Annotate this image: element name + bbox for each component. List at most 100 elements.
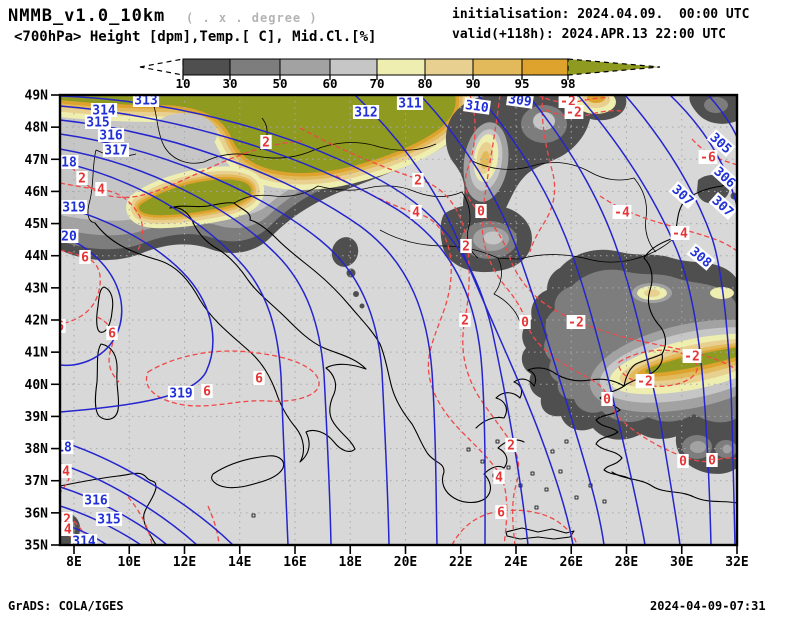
lat-axis-label: 43N [25,281,49,296]
svg-text:6: 6 [108,327,116,342]
svg-text:6: 6 [203,385,211,400]
lon-axis-label: 10E [118,555,141,570]
colorbar-tick-label: 30 [222,76,237,91]
valid-time: valid(+118h): 2024.APR.13 22:00 UTC [452,27,726,42]
colorbar-segment [472,58,523,76]
creation-timestamp: 2024-04-09-07:31 [650,599,766,613]
svg-text:317: 317 [104,144,127,159]
contour-label: 18 [60,440,74,456]
contour-label: 0 [706,453,718,469]
svg-text:-6: -6 [700,151,716,166]
lon-axis-label: 22E [449,555,472,570]
svg-text:2: 2 [461,314,469,329]
lon-axis-label: 26E [560,555,583,570]
axis-ticks-and-labels: 49N 48N 47N 46N 45N 44N 43N 42N 41N 40N 39N 38N 37N 3… [25,89,749,571]
colorbar-right-arrow [567,58,661,76]
contour-label: 0 [519,315,531,331]
island-sicily [211,455,285,489]
svg-text:309: 309 [507,92,532,110]
lon-axis-label: 24E [504,555,527,570]
init-time: initialisation: 2024.04.09. 00:00 UTC [452,7,750,22]
contour-label: 317 [102,143,130,159]
svg-text:-2: -2 [566,106,582,121]
svg-text:2: 2 [507,439,515,454]
contour-label: 312 [352,105,380,121]
svg-text:2: 2 [262,136,270,151]
svg-text:6: 6 [497,506,505,521]
contour-label: 2 [459,313,471,329]
contour-label: -4 [612,205,632,221]
island-sardinia [94,343,120,420]
contour-label: 2 [505,438,517,454]
coast-north-aegean [475,367,625,429]
svg-text:4: 4 [62,465,70,480]
svg-text:-4: -4 [614,206,630,221]
svg-text:0: 0 [679,455,687,470]
coast-tunisia [60,472,157,545]
svg-text:4: 4 [97,183,105,198]
contour-label: 311 [396,96,424,112]
svg-text:2: 2 [462,240,470,255]
country-borders [87,95,675,518]
contour-label: 20 [60,229,79,245]
coast-venice-trieste [169,202,235,209]
island-corsica [96,286,114,333]
svg-text:316: 316 [84,494,108,509]
lat-axis-label: 39N [25,410,49,425]
lat-axis-label: 40N [25,378,49,393]
svg-text:-2: -2 [637,375,653,390]
svg-text:-2: -2 [684,350,700,365]
coast-italy [94,206,367,463]
colorbar-tick-label: 10 [175,76,190,91]
svg-text:18: 18 [61,156,77,171]
colorbar-segment [182,58,231,76]
contour-label: 6 [495,505,507,521]
colorbar-segment [376,58,426,76]
contour-label: -6 [698,150,718,166]
svg-text:315: 315 [97,513,120,528]
svg-text:-4: -4 [672,227,688,242]
colorbar-tick-label: 98 [560,76,575,91]
svg-text:3,4: 3,4 [48,523,72,538]
colorbar-tick-label: 90 [465,76,480,91]
contour-label: 4 [95,182,107,198]
svg-text:315: 315 [86,116,109,131]
colorbar-segment [424,58,474,76]
svg-text:0: 0 [708,454,716,469]
svg-text:6: 6 [255,372,263,387]
contour-label: 313 [132,95,160,109]
contour-label: -2 [564,105,584,121]
colorbar-segment [329,58,378,76]
model-title: NMMB_v1.0_10km [8,6,166,26]
lat-axis-label: 35N [25,539,49,554]
colorbar-tick-label: 95 [514,76,529,91]
contour-label: 6 [79,250,91,266]
contour-label: 319 [167,386,195,402]
contour-label: 2 [76,171,88,187]
lat-axis-label: 48N [25,121,49,136]
lat-axis-label: 41N [25,346,49,361]
colorbar-tick-label: 50 [272,76,287,91]
contour-label: -2 [566,315,586,331]
coast-dalmatia-albania-greece [233,202,525,504]
contour-label: 2 [260,135,272,151]
svg-text:2: 2 [414,174,422,189]
svg-text:310: 310 [464,98,490,116]
colorbar-tick-label: 60 [322,76,337,91]
lon-axis-label: 18E [339,555,362,570]
lon-axis-label: 28E [615,555,638,570]
svg-text:314: 314 [92,104,116,119]
svg-text:0: 0 [603,393,611,408]
svg-text:319: 319 [62,201,85,216]
lat-axis-label: 37N [25,474,49,489]
contour-label: 308 [686,243,716,271]
lat-axis-label: 36N [25,506,49,521]
contour-label: 6 [60,319,66,335]
colorbar-segment [279,58,331,76]
svg-text:311: 311 [398,97,422,112]
colorbar-left-arrow [139,58,184,76]
contour-label: 316 [97,128,125,144]
lat-axis-label: 42N [25,314,49,329]
